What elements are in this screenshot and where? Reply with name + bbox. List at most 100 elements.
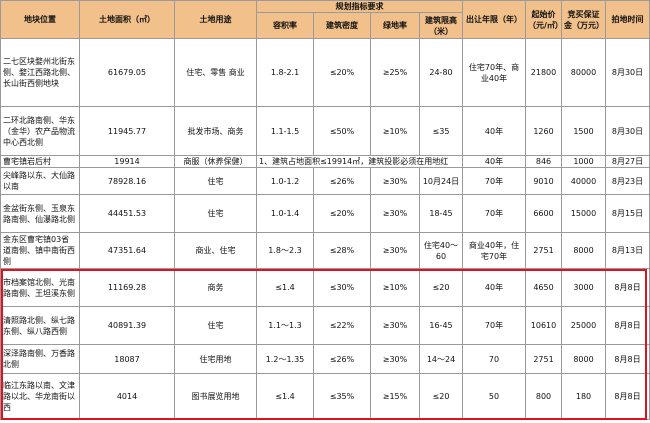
cell-date: 8月30日: [605, 38, 650, 107]
cell-location: 市档案馆北侧、光南路南侧、王坦溪东侧: [0, 268, 80, 307]
cell-use: 住宅: [174, 167, 257, 195]
cell-use: 住宅: [174, 306, 257, 345]
cell-density: ≤35%: [313, 373, 371, 420]
cell-date: 8月30日: [605, 106, 650, 156]
cell-height: 16-45: [419, 306, 463, 345]
header-use: 土地用途: [174, 0, 257, 39]
cell-use: 商业、住宅: [174, 232, 257, 269]
cell-term: 70年: [462, 167, 526, 195]
cell-price: 4650: [525, 268, 562, 307]
cell-area: 78928.16: [79, 167, 175, 195]
cell-location: 深泽路南侧、万香路北侧: [0, 344, 80, 374]
cell-deposit: 180: [561, 373, 606, 420]
cell-location: 临江东路以南、文津路以北、华龙南街以西: [0, 373, 80, 420]
cell-area: 44451.53: [79, 194, 175, 233]
table-row: 金东区曹宅镇03省道南侧、镇中南街西侧 47351.64 商业、住宅 1.8～2…: [0, 232, 650, 269]
cell-density: ≤50%: [313, 106, 371, 156]
cell-green: ≥15%: [370, 373, 420, 420]
table-row: 临江东路以南、文津路以北、华龙南街以西 4014 图书展览用地 ≤1.4 ≤35…: [0, 373, 650, 420]
cell-green: ≥25%: [370, 38, 420, 107]
cell-far: 1.1-1.5: [256, 106, 314, 156]
cell-green: ≥30%: [370, 344, 420, 374]
cell-use: 住宅用地: [174, 344, 257, 374]
cell-price: 2751: [525, 344, 562, 374]
cell-price: 846: [525, 155, 562, 168]
cell-location: 清照路北侧、纵七路东侧、纵八路西侧: [0, 306, 80, 345]
cell-green: ≥30%: [370, 232, 420, 269]
cell-density: ≤20%: [313, 38, 371, 107]
cell-density: ≤30%: [313, 268, 371, 307]
header-far: 容积率: [256, 12, 314, 39]
cell-area: 40891.39: [79, 306, 175, 345]
header-location: 地块位置: [0, 0, 80, 39]
cell-height: 18-45: [419, 194, 463, 233]
cell-term: 住宅70年、商业40年: [462, 38, 526, 107]
cell-green: ≥10%: [370, 268, 420, 307]
cell-green: ≥30%: [370, 306, 420, 345]
header-term: 出让年限（年）: [462, 0, 526, 39]
cell-green: ≥10%: [370, 106, 420, 156]
cell-far: 1.8-2.1: [256, 38, 314, 107]
cell-deposit: 8000: [561, 344, 606, 374]
cell-use: 批发市场、商务: [174, 106, 257, 156]
cell-use: 住宅、零售 商业: [174, 38, 257, 107]
cell-area: 19914: [79, 155, 175, 168]
header-height: 建筑限高（米）: [419, 12, 463, 39]
table-row: 清照路北侧、纵七路东侧、纵八路西侧 40891.39 住宅 1.1～1.3 ≤2…: [0, 306, 650, 345]
cell-far: ≤1.4: [256, 373, 314, 420]
cell-merged-note: 1、建筑占地面积≤19914㎡，建筑投影必须在用地红: [256, 155, 463, 168]
cell-date: 8月8日: [605, 268, 650, 307]
cell-date: 8月23日: [605, 167, 650, 195]
cell-date: 8月15日: [605, 194, 650, 233]
cell-green: ≥30%: [370, 167, 420, 195]
cell-deposit: 3000: [561, 268, 606, 307]
cell-deposit: 8000: [561, 232, 606, 269]
cell-use: 商服（休养保健）: [174, 155, 257, 168]
table-row: 曹宅镇岩后村 19914 商服（休养保健） 1、建筑占地面积≤19914㎡，建筑…: [0, 155, 650, 168]
cell-price: 6600: [525, 194, 562, 233]
cell-price: 800: [525, 373, 562, 420]
cell-term: 70年: [462, 306, 526, 345]
cell-price: 9010: [525, 167, 562, 195]
cell-area: 11945.77: [79, 106, 175, 156]
cell-location: 曹宅镇岩后村: [0, 155, 80, 168]
cell-far: 1.0-1.2: [256, 167, 314, 195]
cell-height: ≤20: [419, 268, 463, 307]
cell-date: 8月8日: [605, 373, 650, 420]
cell-term: 商业40年，住宅70年: [462, 232, 526, 269]
cell-deposit: 80000: [561, 38, 606, 107]
table-row: 金盆街东侧、玉泉东路南侧、仙瀑路北侧 44451.53 住宅 1.0-1.4 ≤…: [0, 194, 650, 233]
cell-far: 1.8～2.3: [256, 232, 314, 269]
cell-area: 11169.28: [79, 268, 175, 307]
header-green: 绿地率: [370, 12, 420, 39]
cell-height: 住宅40～60: [419, 232, 463, 269]
cell-term: 50: [462, 373, 526, 420]
cell-price: 21800: [525, 38, 562, 107]
cell-location: 金东区曹宅镇03省道南侧、镇中南街西侧: [0, 232, 80, 269]
cell-far: 1.2～1.35: [256, 344, 314, 374]
cell-location: 尖峰路以东、大仙路以南: [0, 167, 80, 195]
cell-height: 10月24日: [419, 167, 463, 195]
cell-far: 1.1～1.3: [256, 306, 314, 345]
table-row: 尖峰路以东、大仙路以南 78928.16 住宅 1.0-1.2 ≤26% ≥30…: [0, 167, 650, 195]
cell-deposit: 1000: [561, 155, 606, 168]
cell-term: 70: [462, 344, 526, 374]
cell-date: 8月13日: [605, 232, 650, 269]
cell-date: 8月8日: [605, 344, 650, 374]
cell-date: 8月8日: [605, 306, 650, 345]
table-row: 深泽路南侧、万香路北侧 18087 住宅用地 1.2～1.35 ≤26% ≥30…: [0, 344, 650, 374]
cell-deposit: 25000: [561, 306, 606, 345]
cell-term: 70年: [462, 194, 526, 233]
cell-green: ≥30%: [370, 194, 420, 233]
cell-height: ≤20: [419, 373, 463, 420]
cell-deposit: 1500: [561, 106, 606, 156]
cell-use: 图书展览用地: [174, 373, 257, 420]
cell-date: 8月27日: [605, 155, 650, 168]
cell-price: 1260: [525, 106, 562, 156]
cell-term: 40年: [462, 106, 526, 156]
cell-density: ≤22%: [313, 306, 371, 345]
header-density: 建筑密度: [313, 12, 371, 39]
header-deposit: 竞买保证金（万元）: [561, 0, 606, 39]
